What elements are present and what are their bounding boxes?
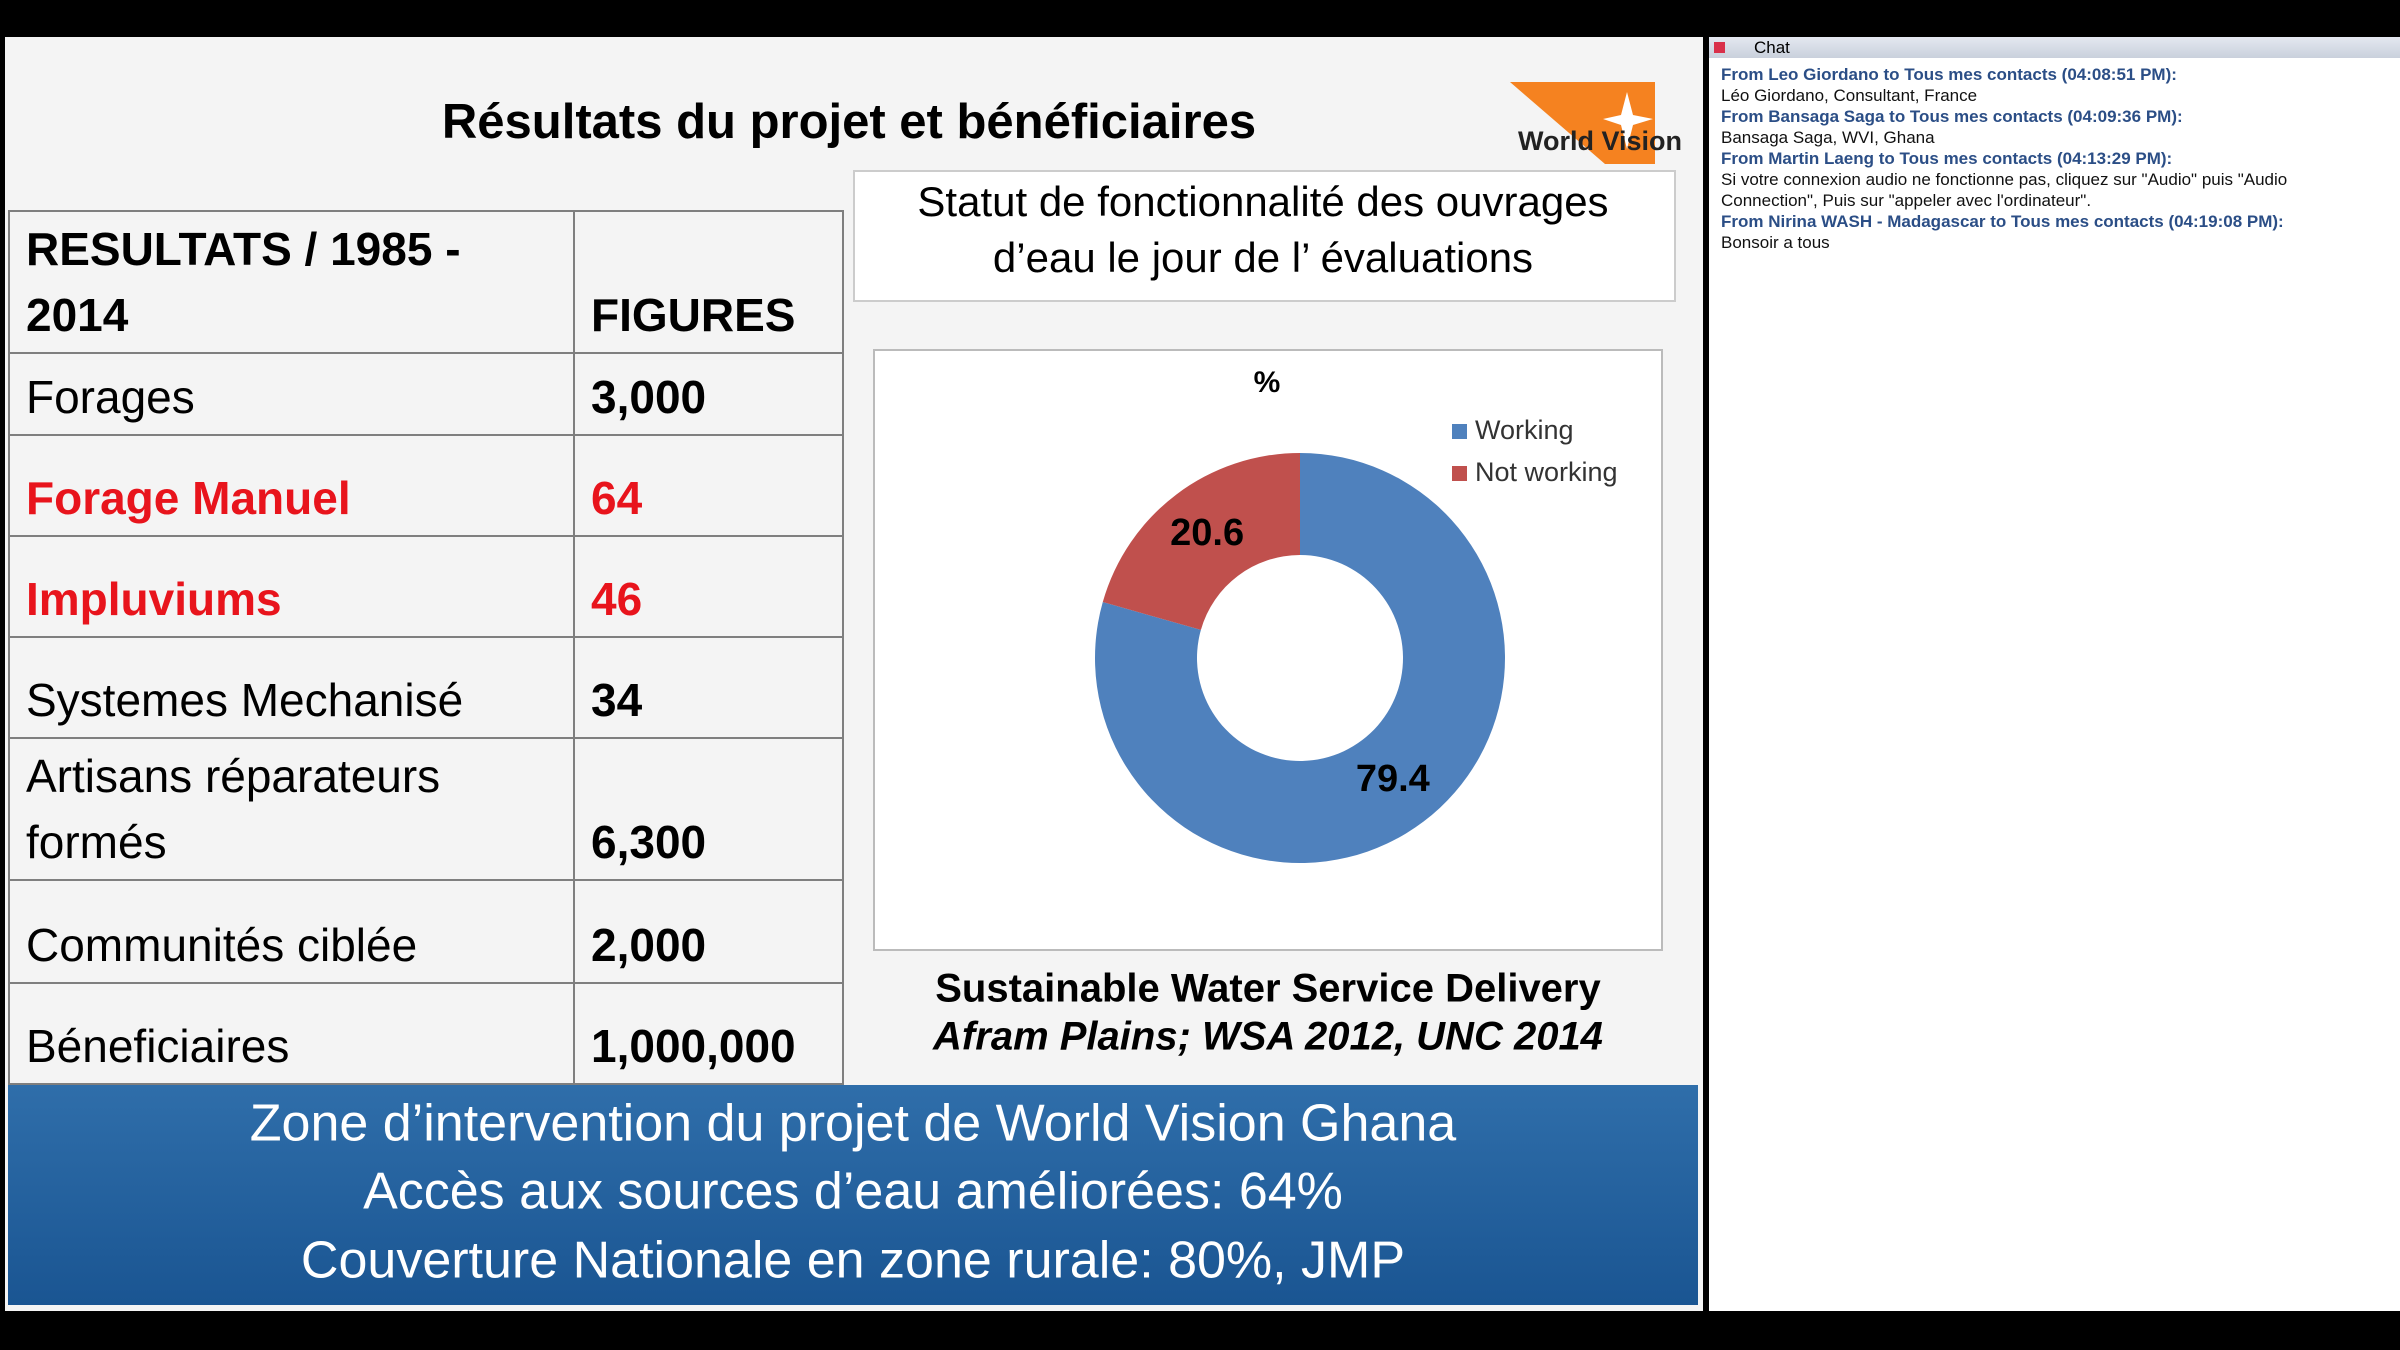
legend-label: Not working xyxy=(1475,457,1618,487)
figure-cell: 46 xyxy=(573,535,844,638)
chat-text: Si votre connexion audio ne fonctionne p… xyxy=(1721,170,2288,210)
heading-line: Statut de fonctionnalité des ouvrages xyxy=(917,178,1608,225)
chat-sender: From Leo Giordano to Tous mes contacts (… xyxy=(1721,65,2177,84)
legend-swatch xyxy=(1452,424,1467,439)
table-row: Systemes Mechanisé 34 xyxy=(8,636,844,739)
chat-text: Bonsoir a tous xyxy=(1721,233,1830,252)
figure-cell: 6,300 xyxy=(573,737,844,881)
header-cell: FIGURES xyxy=(573,210,844,354)
label-cell: Forage Manuel xyxy=(8,434,575,537)
chat-messages: From Leo Giordano to Tous mes contacts (… xyxy=(1709,58,2400,259)
table-header-row: RESULTATS / 1985 - 2014 FIGURES xyxy=(8,210,844,354)
label-cell: Systemes Mechanisé xyxy=(8,636,575,739)
chat-sender: From Martin Laeng to Tous mes contacts (… xyxy=(1721,149,2173,168)
caption-line: Afram Plains; WSA 2012, UNC 2014 xyxy=(932,1015,1603,1059)
figure-cell: 2,000 xyxy=(573,879,844,984)
label-cell: Impluviums xyxy=(8,535,575,638)
chat-sender: From Bansaga Saga to Tous mes contacts (… xyxy=(1721,107,2183,126)
data-label: 79.4 xyxy=(1356,758,1430,800)
slide: Résultats du projet et bénéficiaires Wor… xyxy=(5,37,1703,1311)
header-cell: RESULTATS / 1985 - 2014 xyxy=(8,210,575,354)
logo-text: World Vision xyxy=(1518,126,1682,156)
legend-label: Working xyxy=(1475,415,1574,445)
table-row: Béneficiaires 1,000,000 xyxy=(8,982,844,1085)
banner-line: Zone d’intervention du projet de World V… xyxy=(250,1095,1456,1153)
label-cell: Communités ciblée xyxy=(8,879,575,984)
label-cell: Forages xyxy=(8,352,575,436)
chart-title: % xyxy=(1254,366,1281,399)
slide-canvas: Résultats du projet et bénéficiaires Wor… xyxy=(5,37,1703,1311)
legend-swatch xyxy=(1452,466,1467,481)
logo-shape xyxy=(1510,82,1655,164)
chat-text: Bansaga Saga, WVI, Ghana xyxy=(1721,128,1935,147)
heading-box xyxy=(853,170,1676,302)
banner-line: Couverture Nationale en zone rurale: 80%… xyxy=(301,1232,1405,1290)
label-cell: Béneficiaires xyxy=(8,982,575,1085)
logo-star xyxy=(1603,92,1653,149)
caption-line: Sustainable Water Service Delivery xyxy=(935,967,1601,1011)
chat-text: Léo Giordano, Consultant, France xyxy=(1721,86,1978,105)
chat-panel: Chat From Leo Giordano to Tous mes conta… xyxy=(1709,37,2400,1311)
figure-cell: 64 xyxy=(573,434,844,537)
slide-title: Résultats du projet et bénéficiaires xyxy=(442,95,1256,149)
table-row: Artisans réparateurs formés 6,300 xyxy=(8,737,844,881)
donut-segment xyxy=(1102,453,1300,630)
chat-message: From Nirina WASH - Madagascar to Tous me… xyxy=(1721,211,2388,253)
table-row: Communités ciblée 2,000 xyxy=(8,879,844,984)
chat-message: From Martin Laeng to Tous mes contacts (… xyxy=(1721,148,2388,211)
donut-segment xyxy=(1095,453,1505,863)
table-row: Forage Manuel 64 xyxy=(8,434,844,537)
chat-title: Chat xyxy=(1709,37,2400,58)
data-label: 20.6 xyxy=(1170,512,1244,554)
heading-line: d’eau le jour de l’ évaluations xyxy=(993,234,1533,281)
chat-message: From Bansaga Saga to Tous mes contacts (… xyxy=(1721,106,2388,148)
chat-sender: From Nirina WASH - Madagascar to Tous me… xyxy=(1721,212,2284,231)
chat-message: From Leo Giordano to Tous mes contacts (… xyxy=(1721,64,2388,106)
results-table: RESULTATS / 1985 - 2014 FIGURES Forages 3,0… xyxy=(8,210,844,1085)
donut-chart: % 79.4 Working 20.6 Not working xyxy=(1095,366,1618,863)
table-row: Impluviums 46 xyxy=(8,535,844,638)
figure-cell: 3,000 xyxy=(573,352,844,436)
figure-cell: 34 xyxy=(573,636,844,739)
figure-cell: 1,000,000 xyxy=(573,982,844,1085)
banner xyxy=(8,1085,1698,1305)
banner-line: Accès aux sources d’eau améliorées: 64% xyxy=(363,1163,1343,1221)
label-cell: Artisans réparateurs formés xyxy=(8,737,575,881)
table-row: Forages 3,000 xyxy=(8,352,844,436)
